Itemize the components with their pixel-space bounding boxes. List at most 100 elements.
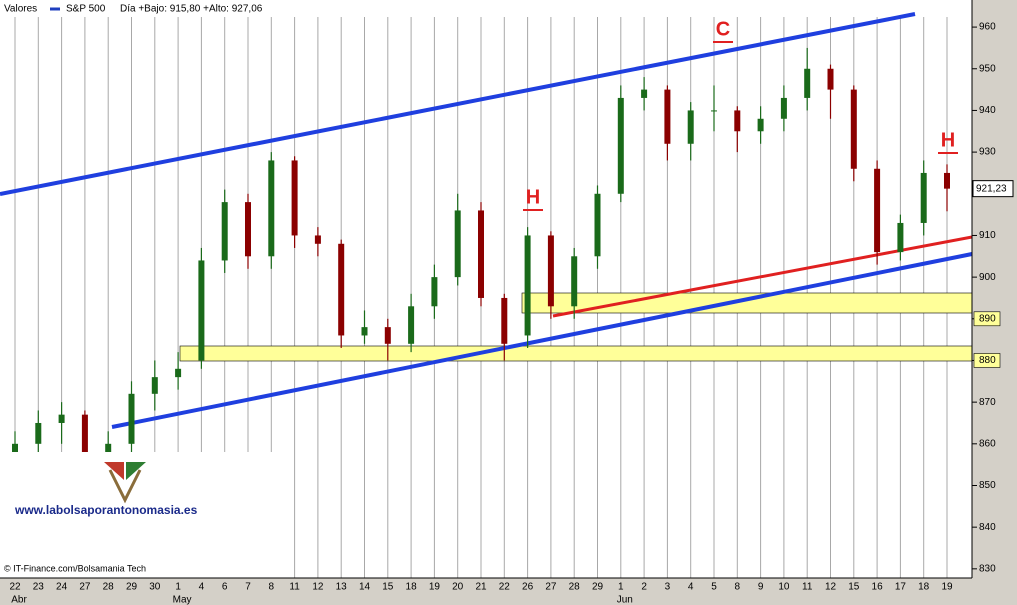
x-tick-label: 24	[56, 582, 68, 593]
candle-body	[198, 260, 205, 361]
y-tick-label: 840	[979, 522, 996, 533]
x-tick-label: 8	[735, 582, 741, 593]
x-tick-label: 3	[665, 582, 671, 593]
x-tick-label: 5	[711, 582, 717, 593]
x-tick-label: 4	[199, 582, 205, 593]
month-label: May	[173, 595, 192, 605]
candle-body	[175, 368, 182, 378]
y-tick-label: 890	[979, 313, 996, 324]
x-tick-label: 16	[872, 582, 884, 593]
watermark: www.labolsaporantonomasia.es	[14, 503, 198, 517]
x-tick-label: 27	[545, 582, 557, 593]
candle-body	[81, 414, 88, 453]
support-zone	[179, 345, 973, 362]
candle-body	[268, 160, 275, 257]
candle-body	[151, 377, 158, 394]
x-tick-label: 14	[359, 582, 371, 593]
candle-body	[58, 414, 65, 423]
candle-body	[291, 160, 298, 236]
y-tick-label: 870	[979, 397, 996, 408]
x-tick-label: 2	[641, 582, 647, 593]
y-tick-label: 880	[979, 355, 996, 366]
x-tick-label: 12	[312, 582, 324, 593]
candle-body	[920, 172, 927, 223]
x-tick-label: 20	[452, 582, 464, 593]
x-tick-label: 7	[245, 582, 251, 593]
month-label: Abr	[11, 595, 27, 605]
candle-body	[734, 110, 741, 132]
tick-highlight	[973, 311, 1001, 327]
candle-body	[571, 256, 578, 307]
candle-body	[221, 202, 228, 261]
annotation: H	[941, 129, 955, 151]
source: © IT-Finance.com/Bolsamania Tech	[4, 563, 146, 573]
logo	[104, 462, 124, 480]
candle-body	[431, 277, 438, 307]
candle-body	[664, 89, 671, 144]
candle-body	[827, 68, 834, 90]
x-tick-label: 15	[848, 582, 860, 593]
price-tag	[972, 180, 1014, 198]
x-tick-label: 27	[79, 582, 91, 593]
candle-body	[105, 443, 112, 453]
x-tick-label: 28	[569, 582, 581, 593]
trend-line	[0, 12, 916, 196]
trend-line	[111, 252, 973, 429]
y-tick-label: 850	[979, 480, 996, 491]
tick-highlight	[973, 353, 1001, 368]
y-tick-label: 910	[979, 230, 996, 241]
logo	[108, 469, 142, 504]
x-tick-label: 19	[941, 582, 953, 593]
y-tick-label: 950	[979, 63, 996, 74]
x-tick-label: 9	[758, 582, 764, 593]
y-tick-label: 930	[979, 147, 996, 158]
x-tick-label: 1	[175, 582, 181, 593]
month-label: Jun	[617, 595, 633, 605]
x-tick-label: 23	[33, 582, 45, 593]
header-stats: Día +Bajo: 915,80 +Alto: 927,06	[120, 4, 263, 15]
candle-body	[384, 327, 391, 344]
logo-box	[0, 452, 290, 578]
x-tick-label: 4	[688, 582, 694, 593]
x-tick-label: 6	[222, 582, 228, 593]
candle-body	[617, 97, 624, 194]
logo	[126, 462, 146, 480]
y-tick-label: 940	[979, 105, 996, 116]
x-tick-label: 29	[126, 582, 138, 593]
candle-body	[501, 297, 508, 344]
candle-body	[338, 243, 345, 336]
y-tick-label: 960	[979, 22, 996, 33]
annotation: C	[716, 18, 730, 40]
candle-body	[361, 327, 368, 336]
annotation: H	[526, 186, 540, 208]
candle-body	[12, 443, 18, 457]
candle-body	[128, 393, 135, 444]
candle-body	[594, 193, 601, 257]
legend-label: S&P 500	[66, 4, 106, 15]
candle-body	[804, 68, 811, 98]
x-tick-label: 11	[289, 582, 300, 593]
header-bar	[0, 0, 300, 17]
header-label: Valores	[4, 4, 37, 15]
candle-body	[314, 235, 321, 244]
x-tick-label: 8	[269, 582, 275, 593]
price-tag-label: 921,23	[976, 183, 1007, 194]
candle-body	[524, 235, 531, 336]
x-tick-label: 30	[149, 582, 161, 593]
candle-body	[944, 172, 950, 189]
x-tick-label: 15	[382, 582, 394, 593]
x-tick-label: 11	[802, 582, 813, 593]
candle-body	[757, 118, 764, 132]
x-tick-label: 26	[522, 582, 534, 593]
x-tick-label: 17	[895, 582, 907, 593]
x-tick-label: 28	[103, 582, 115, 593]
x-tick-label: 12	[825, 582, 837, 593]
x-tick-label: 18	[918, 582, 930, 593]
x-tick-label: 1	[618, 582, 624, 593]
x-tick-label: 22	[499, 582, 511, 593]
candle-body	[874, 168, 881, 253]
candle-body	[897, 222, 904, 253]
candle-body	[547, 235, 554, 307]
x-tick-label: 18	[406, 582, 418, 593]
x-tick-label: 19	[429, 582, 441, 593]
